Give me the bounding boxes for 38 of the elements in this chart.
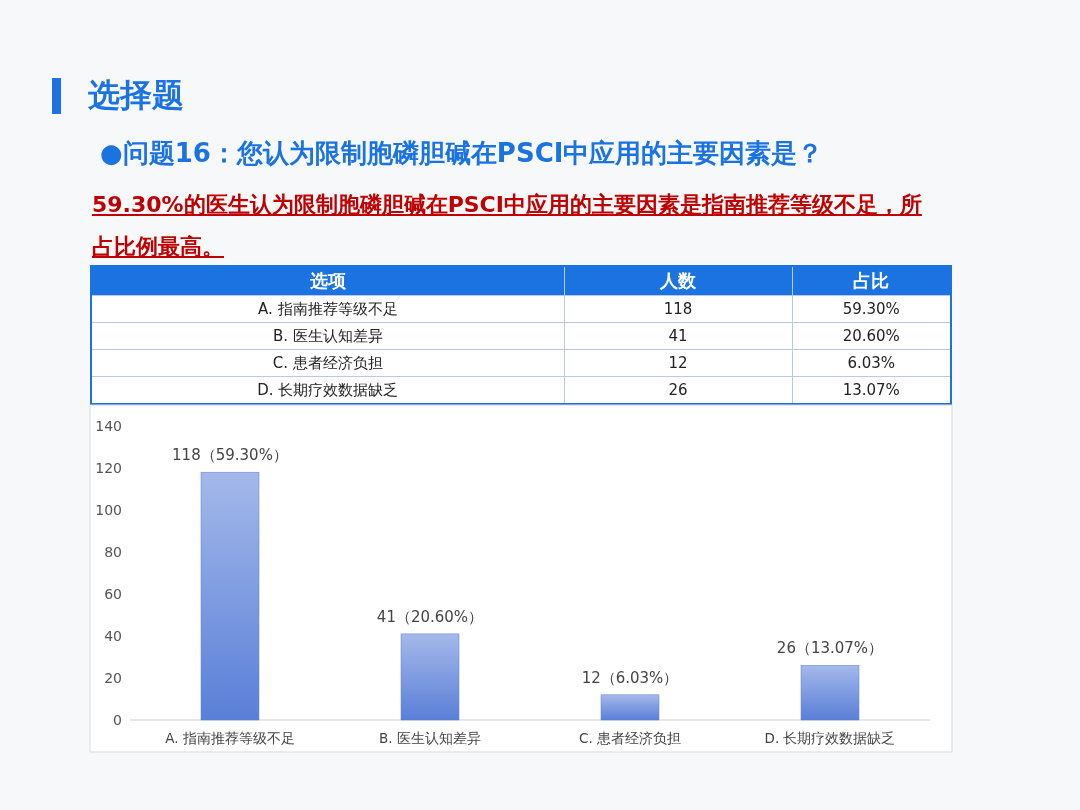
text: 26 <box>564 376 793 404</box>
text: B. 医生认知差异 <box>91 322 565 350</box>
x-tick-label: B. 医生认知差异 <box>379 730 481 746</box>
text: 占比 <box>792 266 951 296</box>
bar <box>400 633 460 721</box>
text: 59.30% <box>792 295 951 323</box>
text: 12 <box>564 349 793 377</box>
x-tick-label: D. 长期疗效数据缺乏 <box>764 730 896 746</box>
bar <box>800 665 860 721</box>
text: A. 指南推荐等级不足 <box>91 295 565 323</box>
data-label: 118（59.30%） <box>172 446 288 465</box>
text: 13.07% <box>792 376 951 404</box>
bar <box>200 471 260 721</box>
y-tick-label: 120 <box>95 460 122 476</box>
text: 118 <box>564 295 793 323</box>
y-tick-label: 100 <box>95 502 122 518</box>
y-tick-label: 0 <box>113 712 122 728</box>
y-tick-label: 20 <box>104 670 122 686</box>
text: 20.60% <box>792 322 951 350</box>
bar <box>600 694 660 721</box>
text: 选项 <box>91 266 565 296</box>
text: ●问题16：您认为限制胞磷胆碱在PSCI中应用的主要因素是？ <box>100 137 824 170</box>
y-tick-label: 140 <box>95 418 122 434</box>
text: 59.30%的医生认为限制胞磷胆碱在PSCI中应用的主要因素是指南推荐等级不足，所占比例最高。 <box>92 191 923 261</box>
text: 人数 <box>564 266 793 296</box>
text: D. 长期疗效数据缺乏 <box>91 376 565 404</box>
text: 选择题 <box>88 75 184 116</box>
x-tick-label: A. 指南推荐等级不足 <box>165 730 295 746</box>
text: C. 患者经济负担 <box>91 349 565 377</box>
y-tick-label: 40 <box>104 628 122 644</box>
y-tick-label: 60 <box>104 586 122 602</box>
y-tick-label: 80 <box>104 544 122 560</box>
data-label: 41（20.60%） <box>376 607 484 626</box>
data-label: 26（13.07%） <box>776 639 884 658</box>
x-tick-label: C. 患者经济负担 <box>578 730 682 746</box>
text: 6.03% <box>792 349 951 377</box>
data-label: 12（6.03%） <box>581 668 679 687</box>
text: 41 <box>564 322 793 350</box>
